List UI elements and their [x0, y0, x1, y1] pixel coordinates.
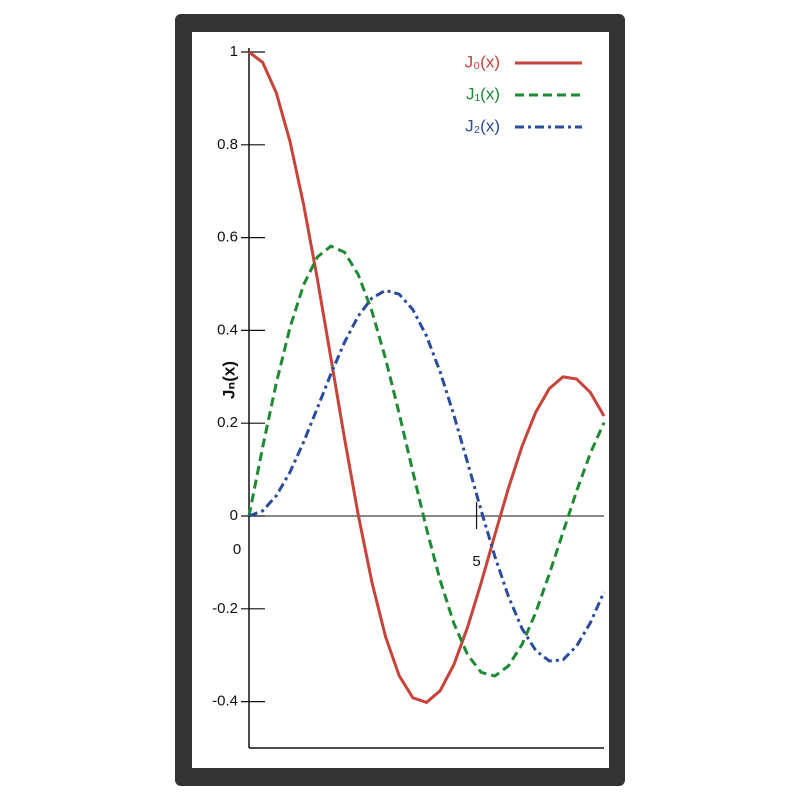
line-series: [247, 244, 606, 678]
y-tick-label: 0.4: [217, 321, 238, 338]
y-tick-label: -0.2: [212, 600, 238, 617]
y-tick-label: -0.4: [212, 693, 238, 710]
line-series: [248, 50, 606, 705]
plot-background: [192, 32, 609, 768]
y-tick-label: 0: [230, 507, 238, 524]
legend-label: J₂(x): [465, 116, 500, 135]
y-tick-label: 0.8: [217, 136, 238, 153]
y-tick-label: 0.6: [217, 229, 238, 246]
x-tick-label: 0: [233, 541, 241, 558]
line-series: [248, 288, 606, 663]
legend-label: J₁(x): [466, 84, 500, 103]
x-tick-label: 5: [472, 553, 480, 570]
y-tick-label: 1: [230, 43, 238, 60]
y-axis-label: Jₙ(x): [219, 361, 238, 399]
y-tick-label: 0.2: [217, 414, 238, 431]
legend-label: J₀(x): [465, 52, 500, 71]
